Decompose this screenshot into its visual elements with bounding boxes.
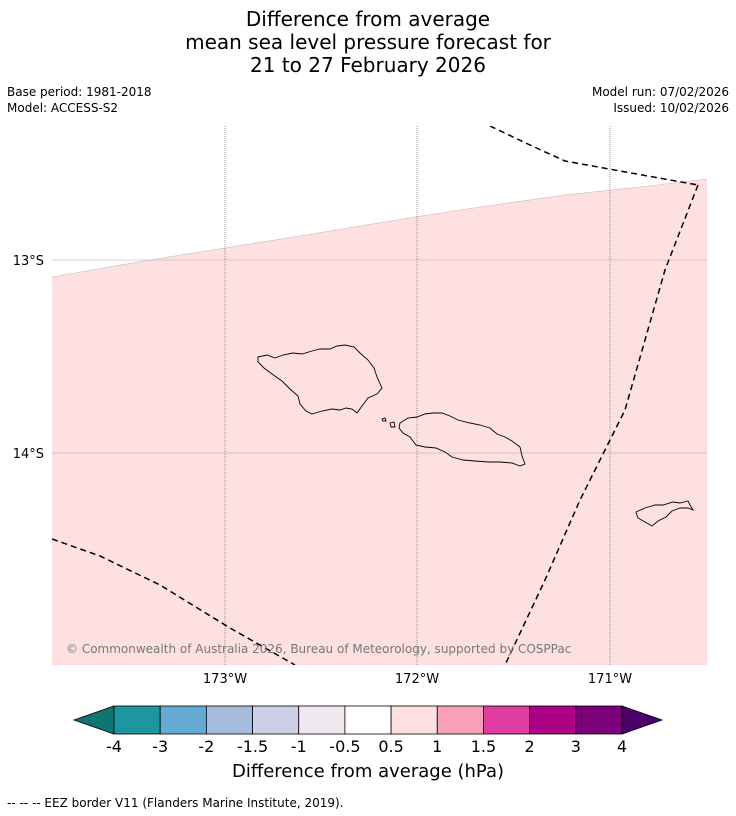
base-period: Base period: 1981-2018	[7, 85, 152, 99]
lon-label-172w: 172°W	[395, 672, 439, 687]
colorbar-tick-label: 4	[617, 737, 627, 756]
title-line-3: 21 to 27 February 2026	[250, 53, 486, 77]
meta-right: Model run: 07/02/2026 Issued: 10/02/2026	[592, 84, 729, 116]
axis-labels: 13°S 14°S 173°W 172°W 171°W	[13, 254, 633, 687]
lon-label-171w: 171°W	[588, 672, 632, 687]
colorbar-bin	[529, 705, 577, 735]
eez-border-east	[504, 184, 699, 665]
colorbar-tick-label: -1	[291, 737, 307, 756]
colorbar-bin	[390, 705, 438, 735]
copyright-notice: © Commonwealth of Australia 2026, Bureau…	[66, 642, 571, 656]
colorbar-title: Difference from average (hPa)	[231, 761, 505, 782]
island-apolima	[381, 417, 387, 422]
colorbar-tick-label: -1.5	[237, 737, 268, 756]
lon-label-173w: 173°W	[203, 672, 247, 687]
anomaly-fill-edge	[52, 178, 707, 278]
colorbar-tick-label: 1	[432, 737, 442, 756]
colorbar-bin	[159, 705, 207, 735]
colorbar-extend-low	[72, 705, 115, 735]
title-line-2: mean sea level pressure forecast for	[185, 30, 551, 54]
map-title: Difference from average mean sea level p…	[0, 8, 736, 77]
colorbar-tick-label: -4	[106, 737, 122, 756]
issued-date: Issued: 10/02/2026	[613, 101, 729, 115]
lat-label-13s: 13°S	[13, 254, 44, 269]
map-panel: © Commonwealth of Australia 2026, Bureau…	[52, 126, 707, 665]
eez-border-southwest	[52, 538, 296, 665]
island-upolu	[398, 412, 526, 467]
colorbar-tick-label: 2	[525, 737, 535, 756]
colorbar-bin	[344, 705, 392, 735]
colorbar-bin	[575, 705, 623, 735]
colorbar: -4 -3 -2 -1.5 -1 -0.5 0.5 1 1.5 2 3 4	[72, 705, 664, 756]
lat-label-14s: 14°S	[13, 447, 44, 462]
colorbar-bin	[483, 705, 531, 735]
model-run: Model run: 07/02/2026	[591, 85, 729, 99]
colorbar-tick-label: -0.5	[329, 737, 360, 756]
anomaly-fill-region	[52, 179, 707, 665]
colorbar-bin	[252, 705, 300, 735]
colorbar-bin	[205, 705, 253, 735]
island-savaii	[257, 344, 383, 415]
colorbar-tick-label: -3	[152, 737, 168, 756]
colorbar-tick-label: 1.5	[471, 737, 496, 756]
footnote: -- -- -- EEZ border V11 (Flanders Marine…	[7, 796, 344, 810]
title-line-1: Difference from average	[245, 7, 491, 31]
colorbar-bin	[113, 705, 161, 735]
colorbar-bin	[298, 705, 346, 735]
eez-border-north	[489, 126, 699, 186]
islands	[257, 344, 695, 527]
island-manono	[389, 421, 396, 428]
colorbar-bin	[436, 705, 484, 735]
graticule	[52, 126, 707, 665]
colorbar-tick-label: -2	[198, 737, 214, 756]
colorbar-extend-high	[621, 705, 664, 735]
eez-borders	[52, 126, 699, 665]
model-name: Model: ACCESS-S2	[7, 101, 119, 115]
colorbar-tick-label: 0.5	[378, 737, 403, 756]
colorbar-tick-label: 3	[571, 737, 581, 756]
meta-left: Base period: 1981-2018 Model: ACCESS-S2	[7, 84, 152, 116]
island-tutuila	[635, 500, 695, 527]
